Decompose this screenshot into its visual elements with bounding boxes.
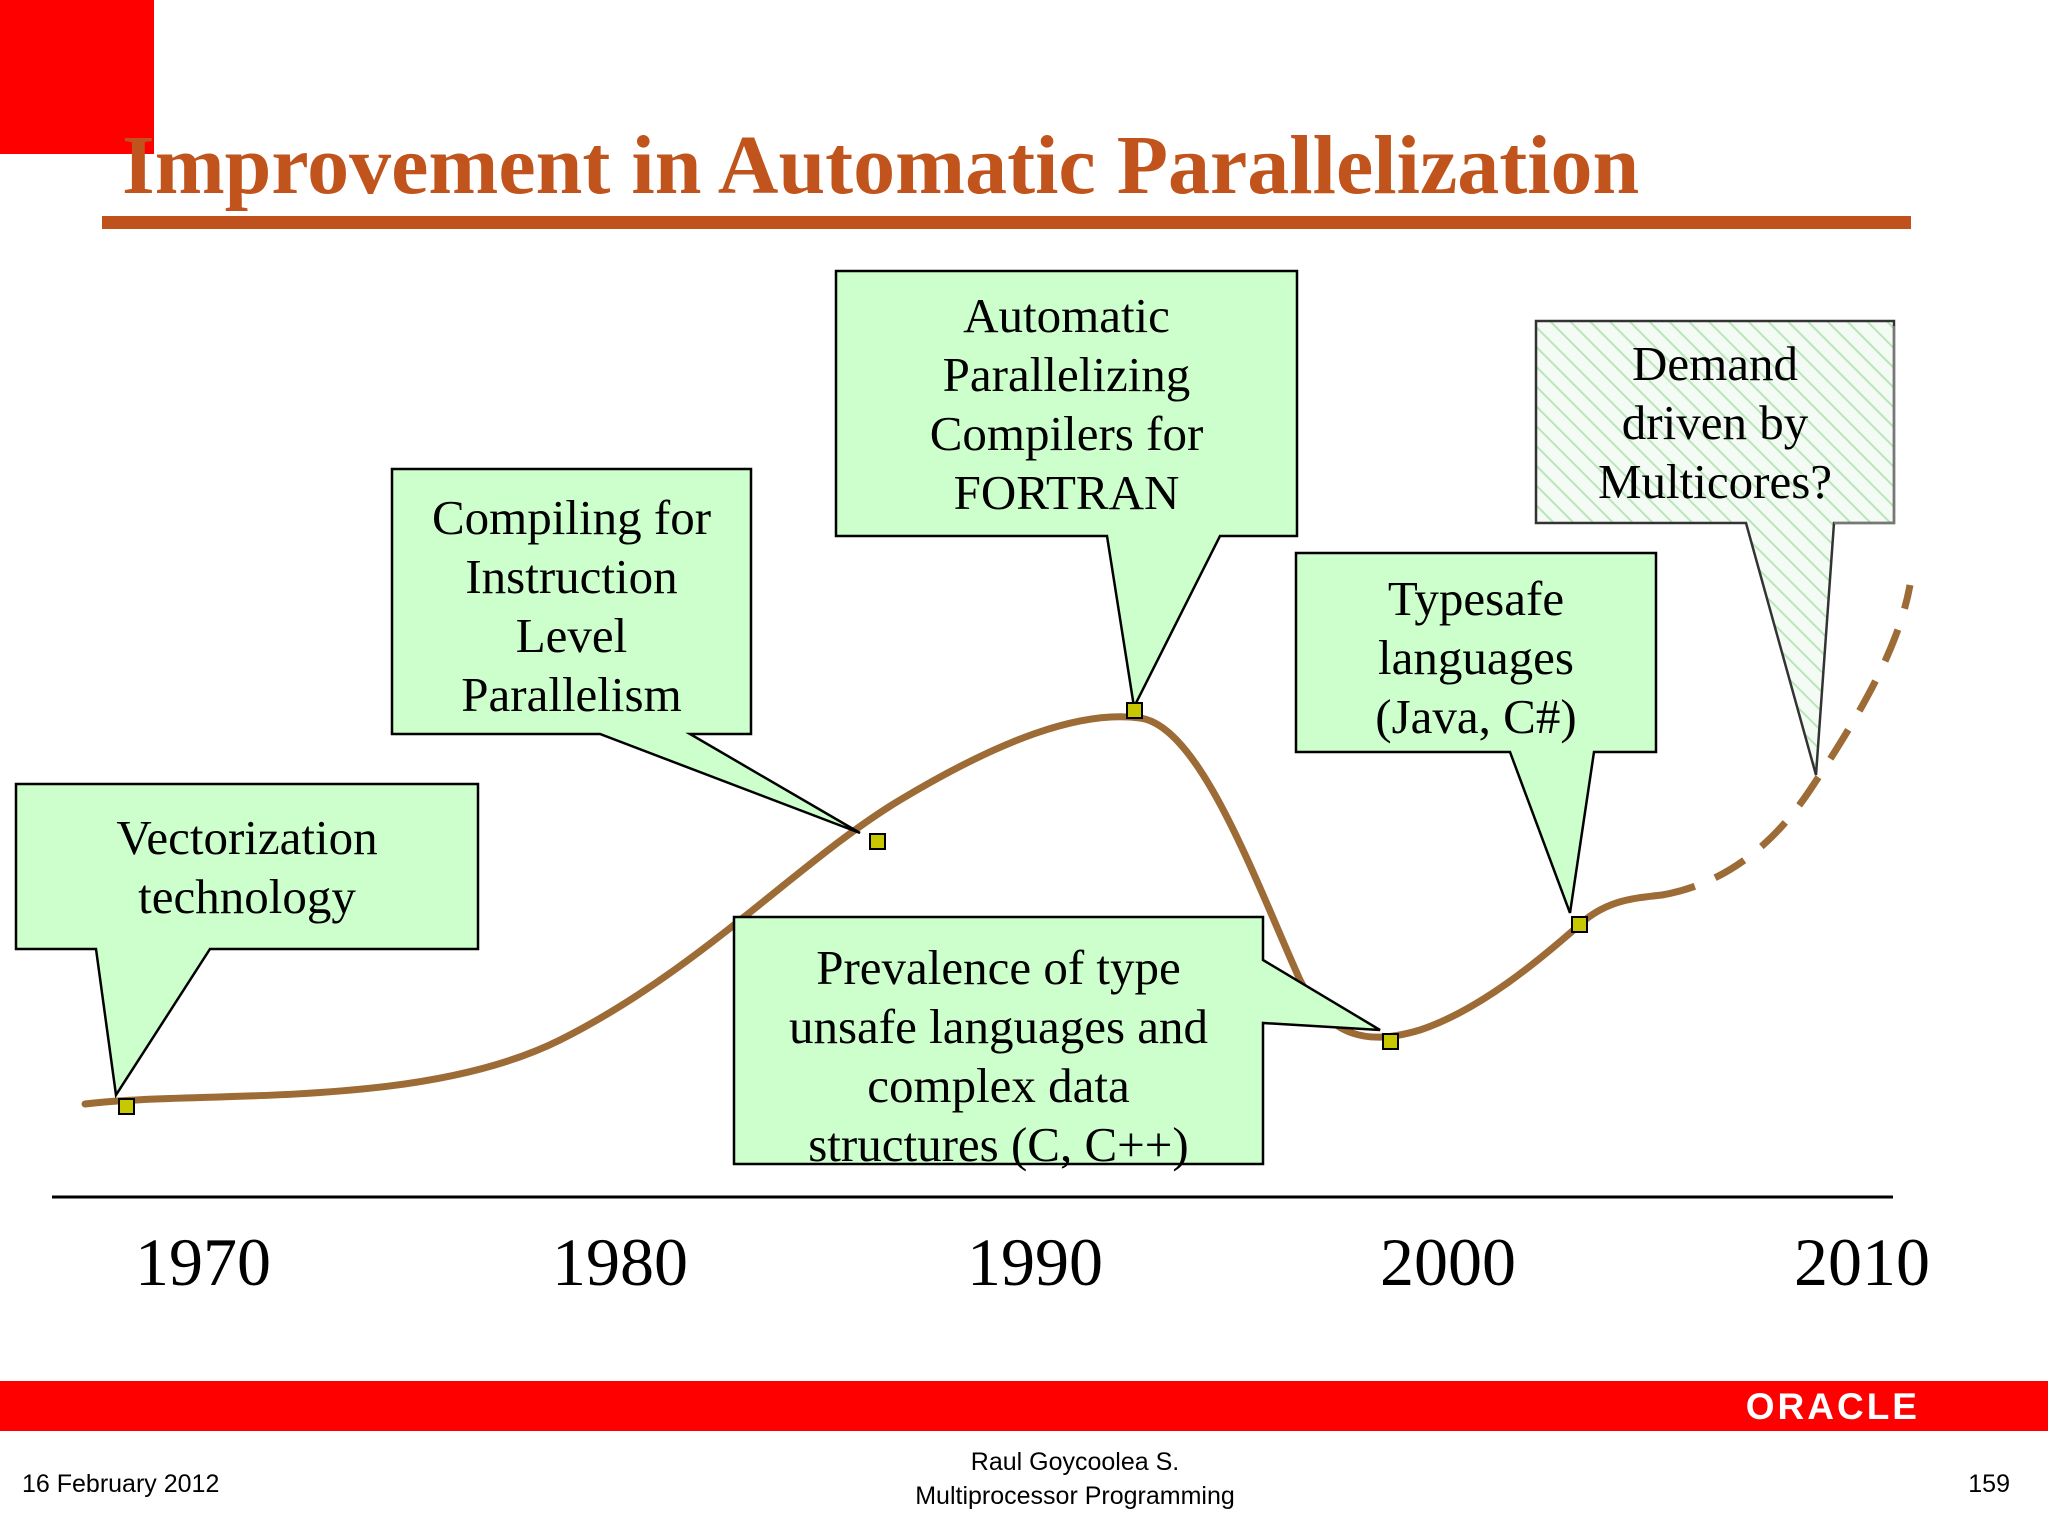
callout-multicores-text: Demand driven by Multicores? bbox=[1597, 336, 1833, 509]
footer-author: Raul Goycoolea S. bbox=[970, 1448, 1180, 1476]
callout-ilp-text: Compiling for Instruction Level Parallel… bbox=[431, 490, 712, 722]
title-underline bbox=[102, 216, 1911, 229]
callout-ilp bbox=[390, 467, 861, 835]
callout-typesafe bbox=[1294, 551, 1658, 914]
marker-ilp bbox=[869, 833, 886, 850]
oracle-logo: ORACLE bbox=[1745, 1386, 1920, 1427]
footer-band bbox=[0, 1381, 2048, 1431]
callout-vectorization-text: Vectorization technology bbox=[116, 810, 378, 924]
callout-multicores-shadow bbox=[1834, 326, 1895, 524]
marker-fortran bbox=[1126, 702, 1143, 719]
callout-fortran bbox=[834, 269, 1299, 712]
page-number: 159 bbox=[1968, 1470, 2010, 1498]
year-label-2010: 2010 bbox=[1794, 1224, 1930, 1300]
callout-fortran-text: Automatic Parallelizing Compilers for FO… bbox=[929, 288, 1204, 520]
callout-vectorization bbox=[14, 782, 480, 1099]
callout-type-unsafe bbox=[732, 915, 1381, 1166]
slide-title: Improvement in Automatic Parallelization bbox=[122, 119, 1640, 212]
year-label-1970: 1970 bbox=[135, 1224, 271, 1300]
footer-course: Multiprocessor Programming bbox=[915, 1482, 1235, 1510]
marker-type-unsafe bbox=[1382, 1033, 1399, 1050]
marker-vectorization bbox=[118, 1098, 135, 1115]
marker-typesafe bbox=[1571, 916, 1588, 933]
projected-curve bbox=[1661, 584, 1914, 899]
year-label-2000: 2000 bbox=[1380, 1224, 1516, 1300]
corner-accent bbox=[0, 0, 154, 154]
year-label-1980: 1980 bbox=[552, 1224, 688, 1300]
callout-typesafe-text: Typesafe languages (Java, C#) bbox=[1375, 571, 1577, 744]
year-label-1990: 1990 bbox=[967, 1224, 1103, 1300]
footer-date: 16 February 2012 bbox=[22, 1470, 220, 1498]
callout-type-unsafe-text: Prevalence of type unsafe languages and … bbox=[788, 940, 1209, 1172]
